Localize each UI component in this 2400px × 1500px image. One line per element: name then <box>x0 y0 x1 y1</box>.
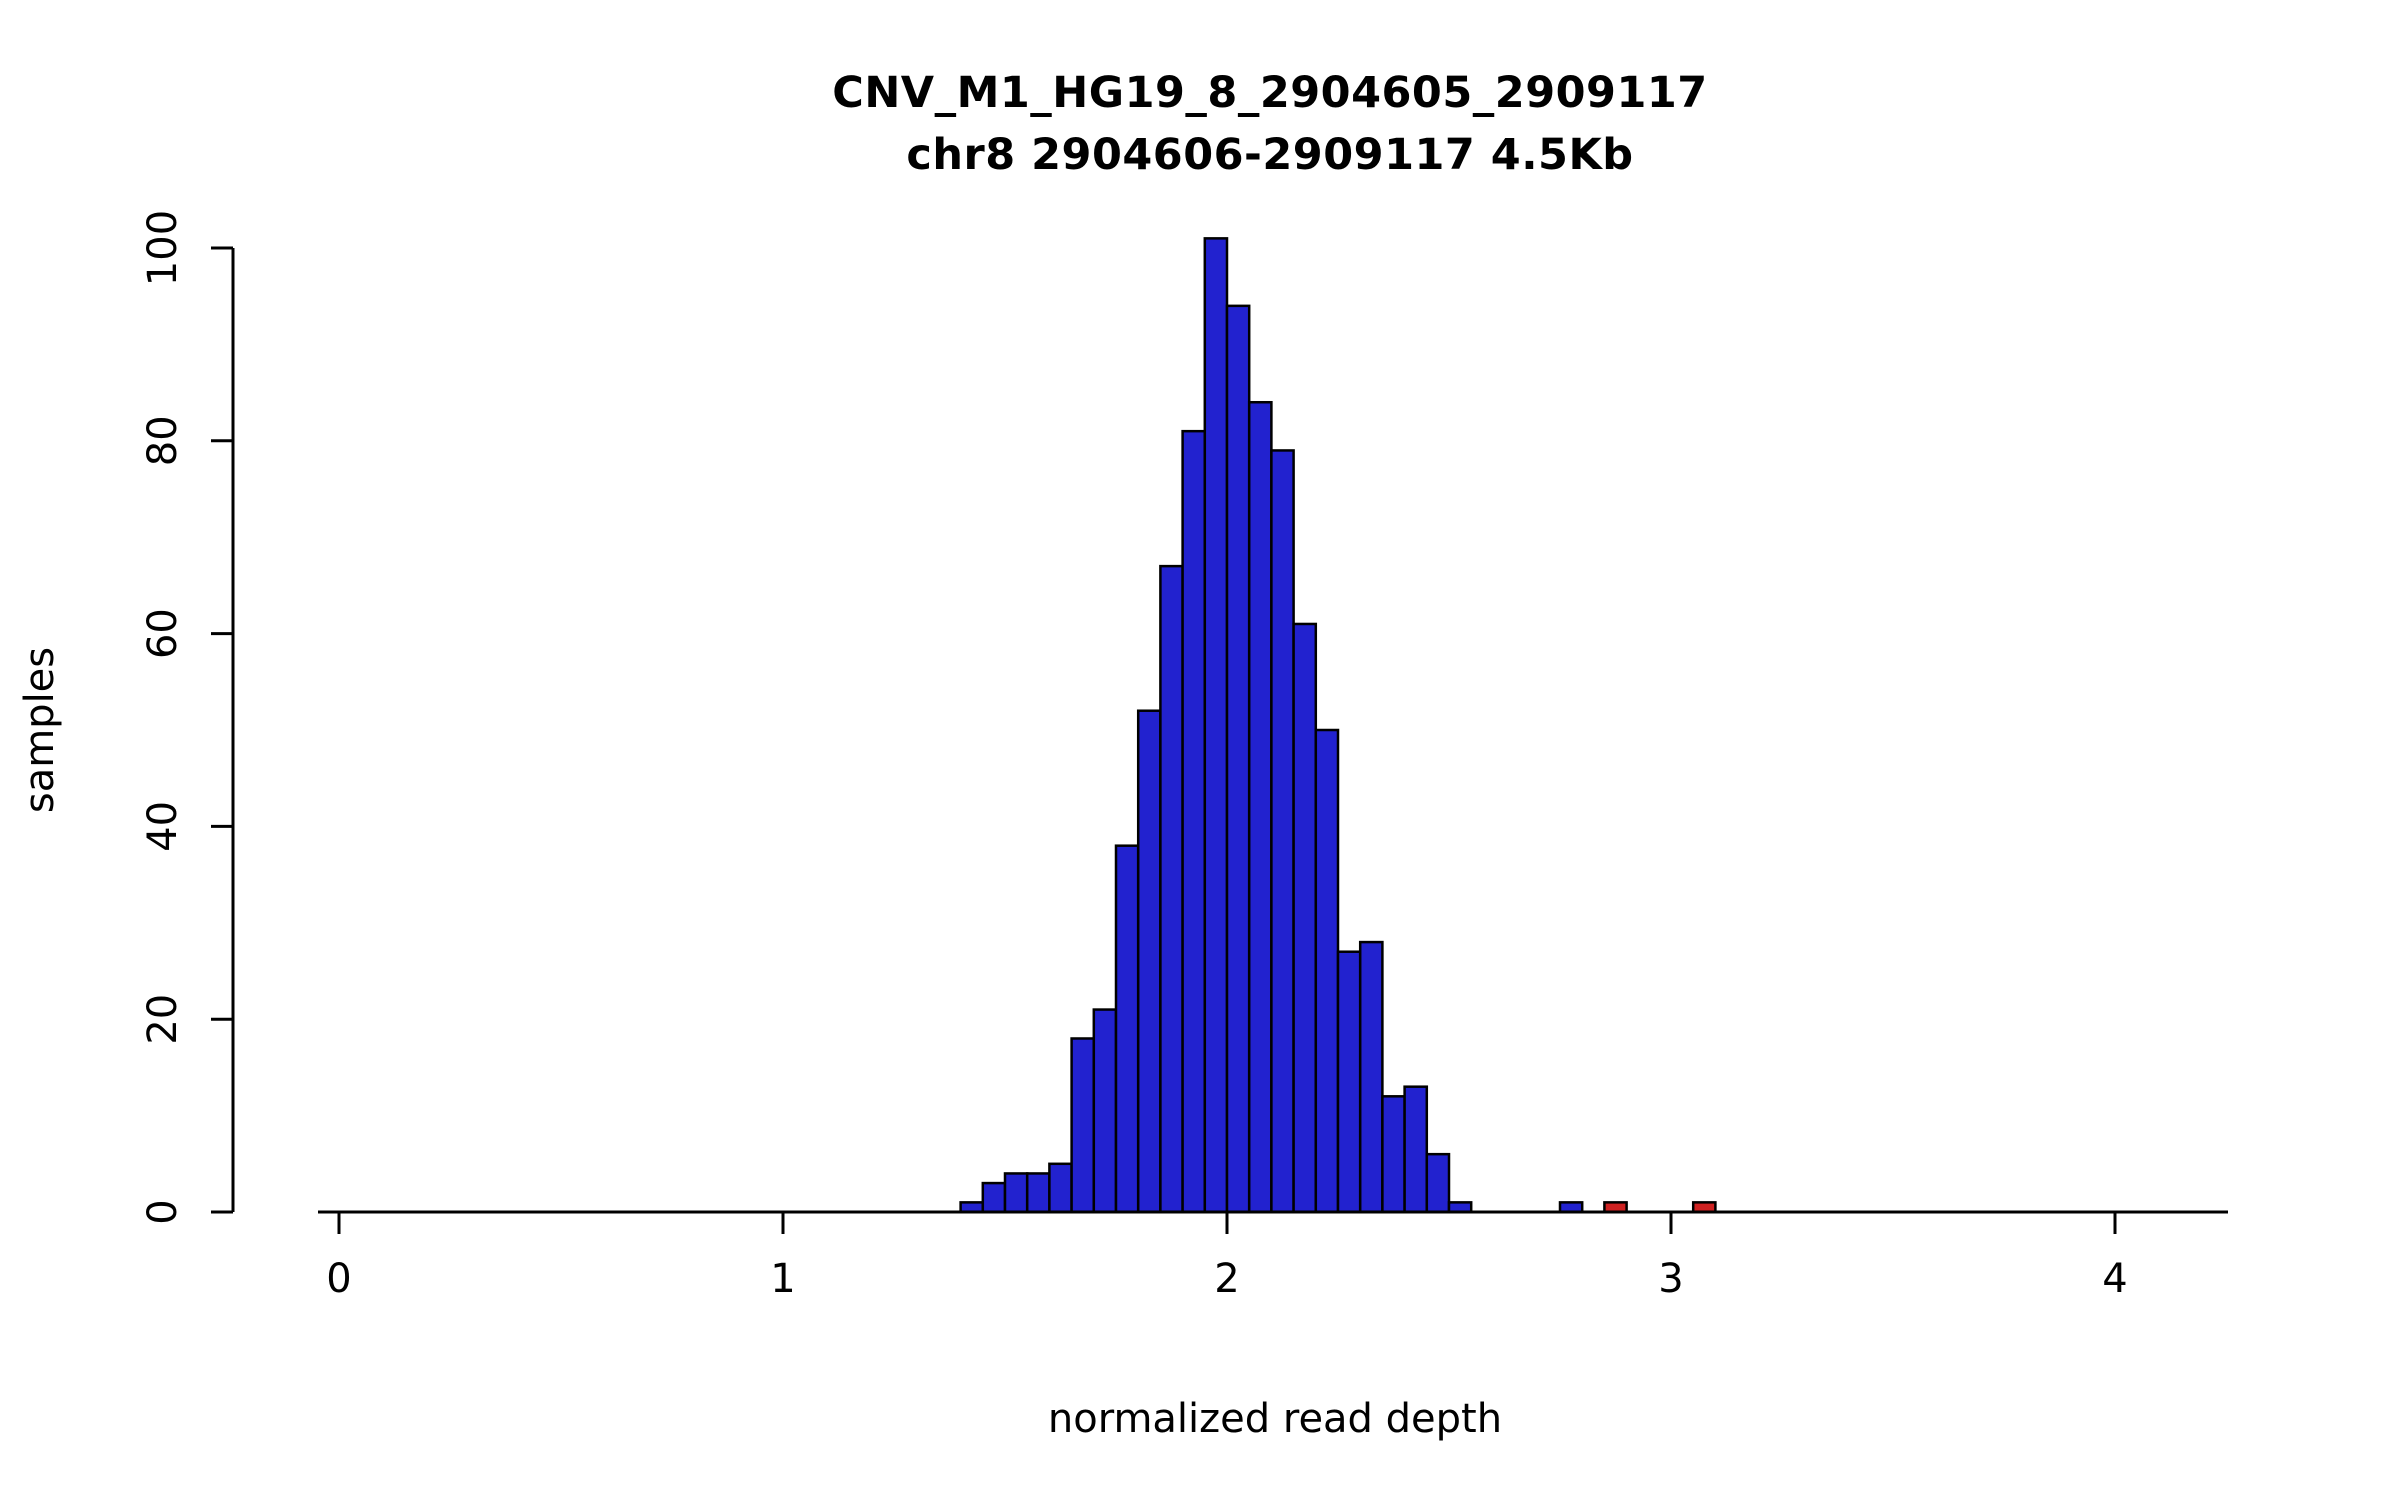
chart-title: CNV_M1_HG19_8_2904605_2909117 <box>832 68 1708 118</box>
x-tick-label: 3 <box>1658 1256 1683 1302</box>
histogram-bar <box>1203 237 1229 1214</box>
histogram-bar <box>1358 940 1384 1214</box>
histogram-bar <box>1225 304 1251 1214</box>
histogram-bar <box>1025 1172 1051 1214</box>
histogram-bar <box>1070 1037 1096 1214</box>
x-tick-label: 1 <box>770 1256 795 1302</box>
histogram-bar <box>1247 400 1273 1214</box>
histogram-bar <box>1181 429 1207 1214</box>
y-tick-label: 0 <box>140 1199 186 1224</box>
histogram-bar <box>1270 449 1295 1214</box>
histogram-bar <box>1292 622 1318 1214</box>
y-tick-label: 40 <box>140 801 186 852</box>
histogram-bar <box>1159 564 1184 1214</box>
histogram-bar <box>1092 1008 1118 1214</box>
histogram-bar <box>1314 728 1340 1214</box>
histogram-bar <box>1403 1085 1429 1214</box>
y-tick-label: 60 <box>140 608 186 659</box>
histogram-bar <box>1003 1172 1029 1214</box>
y-axis-label: samples <box>17 646 63 814</box>
histogram-bar <box>1114 844 1140 1214</box>
x-tick-label: 4 <box>2102 1256 2127 1302</box>
histogram-bar <box>1336 950 1362 1214</box>
chart-subtitle: chr8 2904606-2909117 4.5Kb <box>906 130 1634 180</box>
y-tick-label: 80 <box>140 415 186 466</box>
chart-title-block: CNV_M1_HG19_8_2904605_2909117 chr8 29046… <box>140 62 2400 186</box>
histogram-bar <box>1048 1162 1073 1214</box>
histogram-bar <box>1381 1095 1406 1214</box>
y-tick-label: 100 <box>140 210 186 286</box>
x-tick-label: 2 <box>1214 1256 1239 1302</box>
y-tick-label: 20 <box>140 994 186 1045</box>
histogram-bar <box>1425 1152 1451 1214</box>
x-axis-label: normalized read depth <box>1047 1396 1503 1442</box>
x-tick-label: 0 <box>326 1256 351 1302</box>
histogram-bar <box>981 1181 1007 1214</box>
histogram-bar <box>1136 709 1162 1214</box>
